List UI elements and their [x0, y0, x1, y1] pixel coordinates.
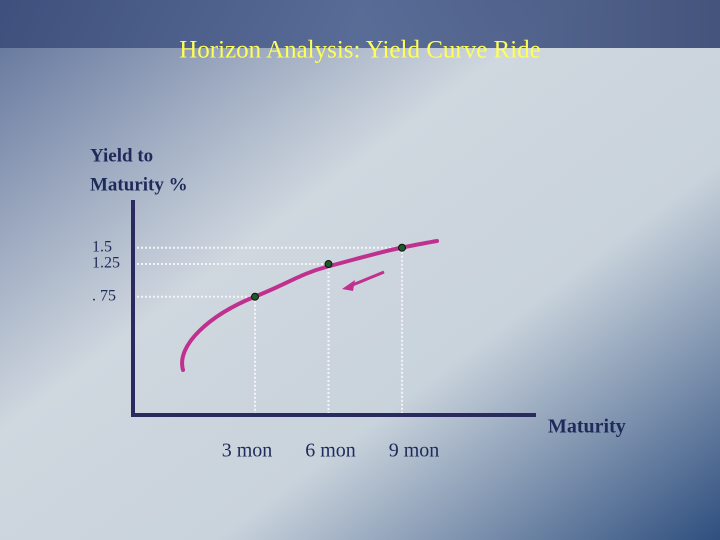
point: [398, 243, 406, 252]
x-tick-label: 9 mon: [389, 440, 440, 462]
point: [324, 260, 333, 269]
title-band: [0, 0, 720, 48]
ride-arrow: [349, 270, 385, 288]
guides: [133, 246, 403, 415]
y-tick-label: . 75: [92, 287, 116, 304]
y-tick-label: 1.5: [92, 238, 112, 255]
y-tick-label: 1.25: [92, 255, 120, 272]
x-tick-label: 6 mon: [305, 440, 356, 462]
y-axis-label: Maturity %: [90, 174, 188, 195]
chart-title: Horizon Analysis: Yield Curve Ride: [179, 37, 541, 64]
x-tick-label: 3 mon: [222, 440, 273, 462]
point: [251, 292, 259, 301]
yield-curve: [180, 239, 439, 372]
x-axis-label: Maturity: [548, 416, 626, 438]
ride-arrow-head: [342, 280, 355, 291]
y-axis-label: Yield to: [90, 145, 153, 166]
